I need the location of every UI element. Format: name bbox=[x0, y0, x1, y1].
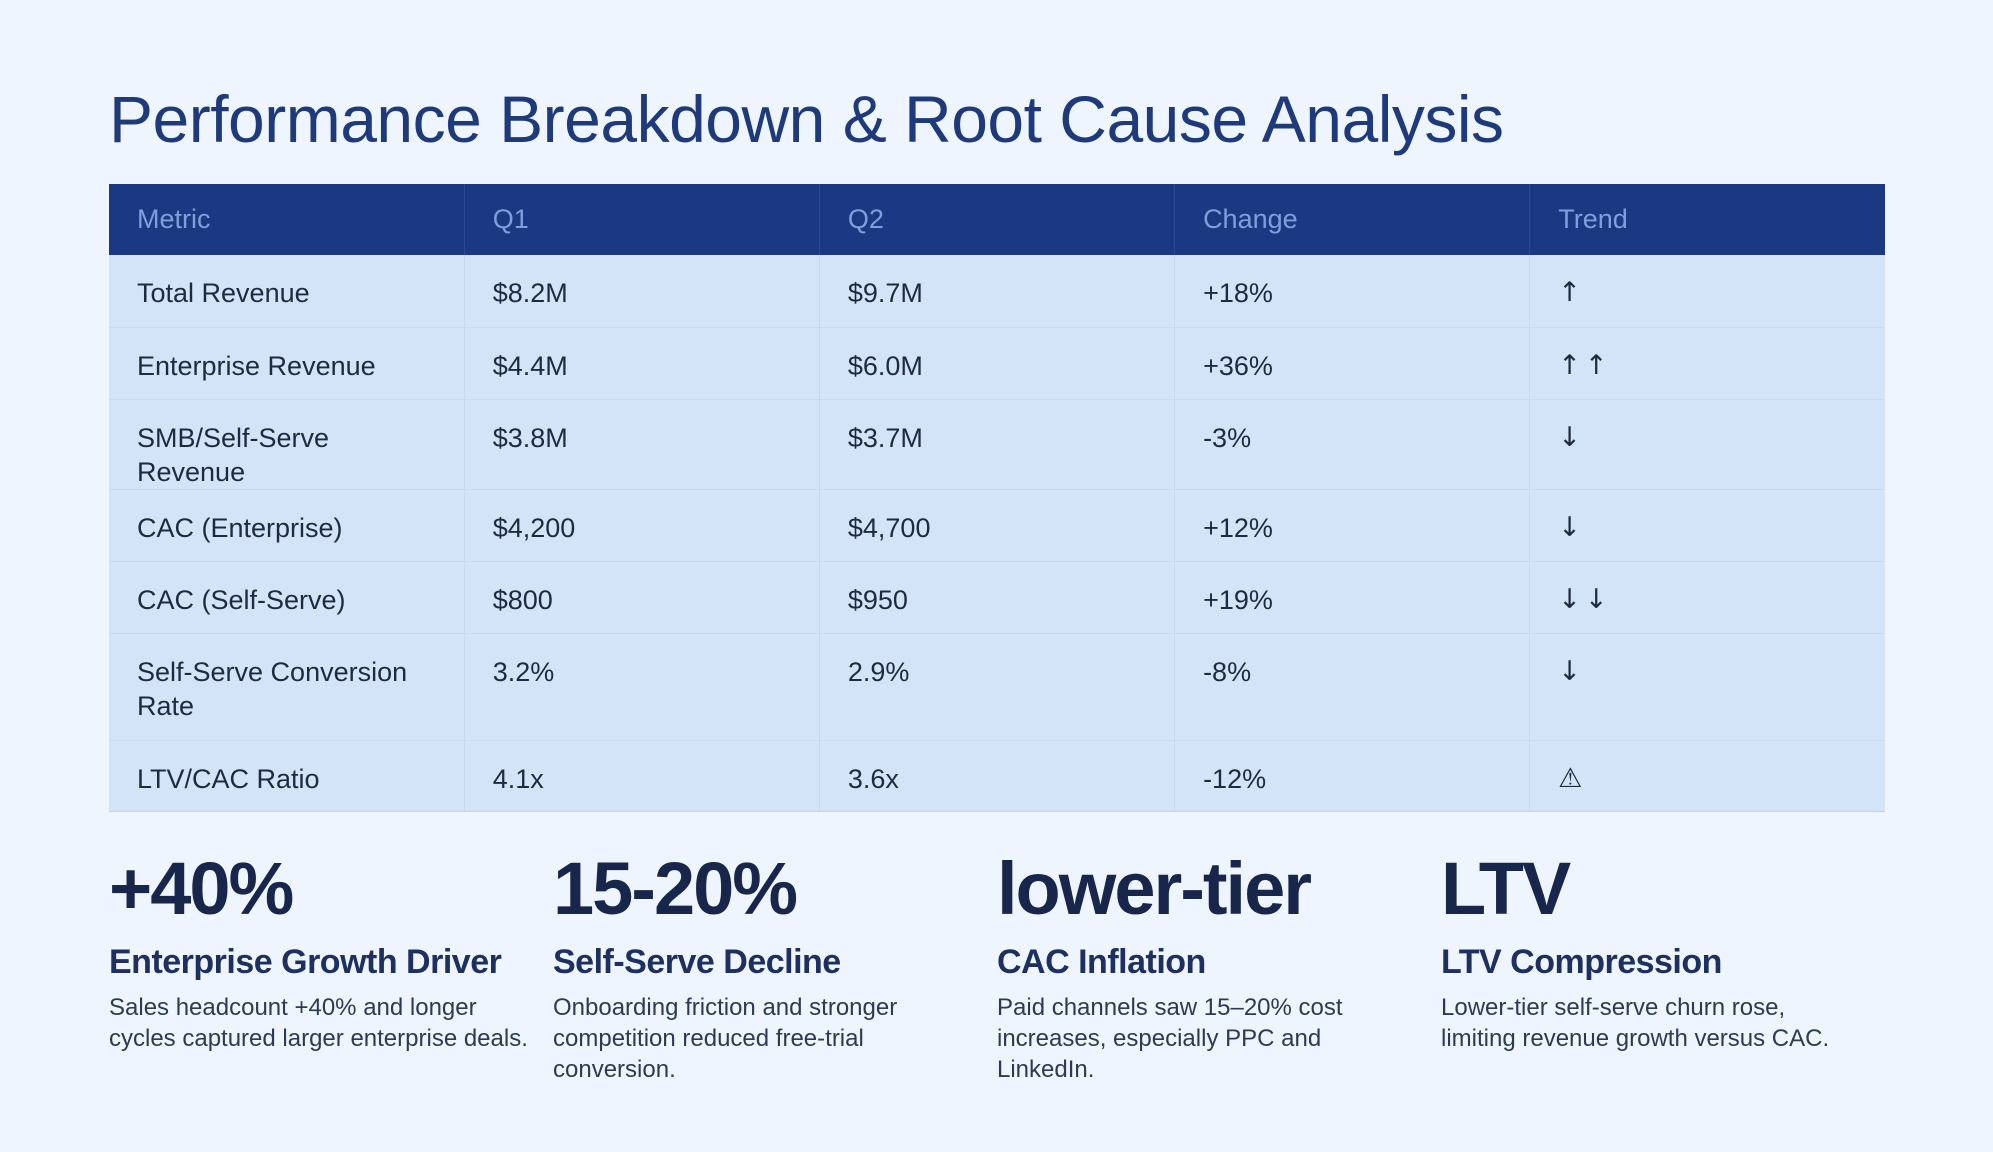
cell-metric: Enterprise Revenue bbox=[109, 327, 465, 400]
card-body: Paid channels saw 15–20% cost increases,… bbox=[997, 994, 1343, 1084]
card-stat: +40% bbox=[109, 846, 294, 930]
cell-metric: SMB/Self-Serve Revenue bbox=[109, 399, 465, 490]
cell-q1: 4.1x bbox=[464, 740, 820, 812]
cell-q2: 3.6x bbox=[819, 740, 1176, 812]
cell-metric: Self-Serve Conversion Rate bbox=[109, 633, 465, 741]
card-body: Onboarding friction and stronger competi… bbox=[553, 994, 898, 1084]
cell-change: +18% bbox=[1174, 255, 1531, 328]
page-title: Performance Breakdown & Root Cause Analy… bbox=[109, 82, 1504, 156]
trend-down-icon: ↓ bbox=[1529, 399, 1885, 490]
cell-q2: $6.0M bbox=[819, 327, 1176, 400]
insight-card: lower-tier CAC Inflation Paid channels s… bbox=[997, 846, 1441, 1086]
card-stat: LTV bbox=[1441, 846, 1571, 930]
trend-down-icon: ↓ bbox=[1529, 633, 1885, 741]
header-q1: Q1 bbox=[464, 184, 820, 255]
cell-change: -3% bbox=[1174, 399, 1531, 490]
table-row: Self-Serve Conversion Rate 3.2% 2.9% -8%… bbox=[109, 633, 1885, 741]
trend-down-icon: ↓ bbox=[1529, 489, 1885, 562]
card-body: Lower-tier self-serve churn rose, limiti… bbox=[1441, 994, 1830, 1053]
header-change: Change bbox=[1174, 184, 1531, 255]
warning-icon: ⚠ bbox=[1529, 740, 1885, 812]
cell-change: +12% bbox=[1174, 489, 1531, 562]
header-metric: Metric bbox=[109, 184, 465, 255]
metrics-table: Metric Q1 Q2 Change Trend Total Revenue … bbox=[109, 184, 1885, 812]
trend-double-down-icon: ↓↓ bbox=[1529, 561, 1885, 634]
cell-change: +19% bbox=[1174, 561, 1531, 634]
cell-metric: CAC (Self-Serve) bbox=[109, 561, 465, 634]
card-title: Enterprise Growth Driver bbox=[109, 942, 502, 981]
cell-q1: 3.2% bbox=[464, 633, 820, 741]
card-title: LTV Compression bbox=[1441, 942, 1722, 981]
card-body: Sales headcount +40% and longer cycles c… bbox=[109, 994, 528, 1053]
cell-change: -12% bbox=[1174, 740, 1531, 812]
cell-q2: $4,700 bbox=[819, 489, 1176, 562]
cell-q1: $8.2M bbox=[464, 255, 820, 328]
insight-cards: +40% Enterprise Growth Driver Sales head… bbox=[109, 846, 1885, 1086]
trend-up-icon: ↑ bbox=[1529, 255, 1885, 328]
header-q2: Q2 bbox=[819, 184, 1176, 255]
table-row: Enterprise Revenue $4.4M $6.0M +36% ↑↑ bbox=[109, 327, 1885, 400]
card-stat: 15-20% bbox=[553, 846, 798, 930]
cell-metric: Total Revenue bbox=[109, 255, 465, 328]
card-title: CAC Inflation bbox=[997, 942, 1206, 981]
table-row: Total Revenue $8.2M $9.7M +18% ↑ bbox=[109, 255, 1885, 328]
cell-q2: 2.9% bbox=[819, 633, 1176, 741]
cell-q1: $4.4M bbox=[464, 327, 820, 400]
table-row: CAC (Enterprise) $4,200 $4,700 +12% ↓ bbox=[109, 489, 1885, 562]
card-stat: lower-tier bbox=[997, 846, 1312, 930]
trend-double-up-icon: ↑↑ bbox=[1529, 327, 1885, 400]
cell-metric: LTV/CAC Ratio bbox=[109, 740, 465, 812]
table-row: SMB/Self-Serve Revenue $3.8M $3.7M -3% ↓ bbox=[109, 399, 1885, 490]
card-title: Self-Serve Decline bbox=[553, 942, 841, 981]
cell-change: +36% bbox=[1174, 327, 1531, 400]
cell-q2: $9.7M bbox=[819, 255, 1176, 328]
table-row: LTV/CAC Ratio 4.1x 3.6x -12% ⚠ bbox=[109, 740, 1885, 812]
cell-change: -8% bbox=[1174, 633, 1531, 741]
insight-card: 15-20% Self-Serve Decline Onboarding fri… bbox=[553, 846, 997, 1086]
table-header-row: Metric Q1 Q2 Change Trend bbox=[109, 184, 1885, 255]
cell-q2: $950 bbox=[819, 561, 1176, 634]
cell-metric: CAC (Enterprise) bbox=[109, 489, 465, 562]
table-row: CAC (Self-Serve) $800 $950 +19% ↓↓ bbox=[109, 561, 1885, 634]
header-trend: Trend bbox=[1529, 184, 1885, 255]
cell-q2: $3.7M bbox=[819, 399, 1176, 490]
cell-q1: $4,200 bbox=[464, 489, 820, 562]
cell-q1: $800 bbox=[464, 561, 820, 634]
insight-card: +40% Enterprise Growth Driver Sales head… bbox=[109, 846, 553, 1086]
cell-q1: $3.8M bbox=[464, 399, 820, 490]
insight-card: LTV LTV Compression Lower-tier self-serv… bbox=[1441, 846, 1885, 1086]
